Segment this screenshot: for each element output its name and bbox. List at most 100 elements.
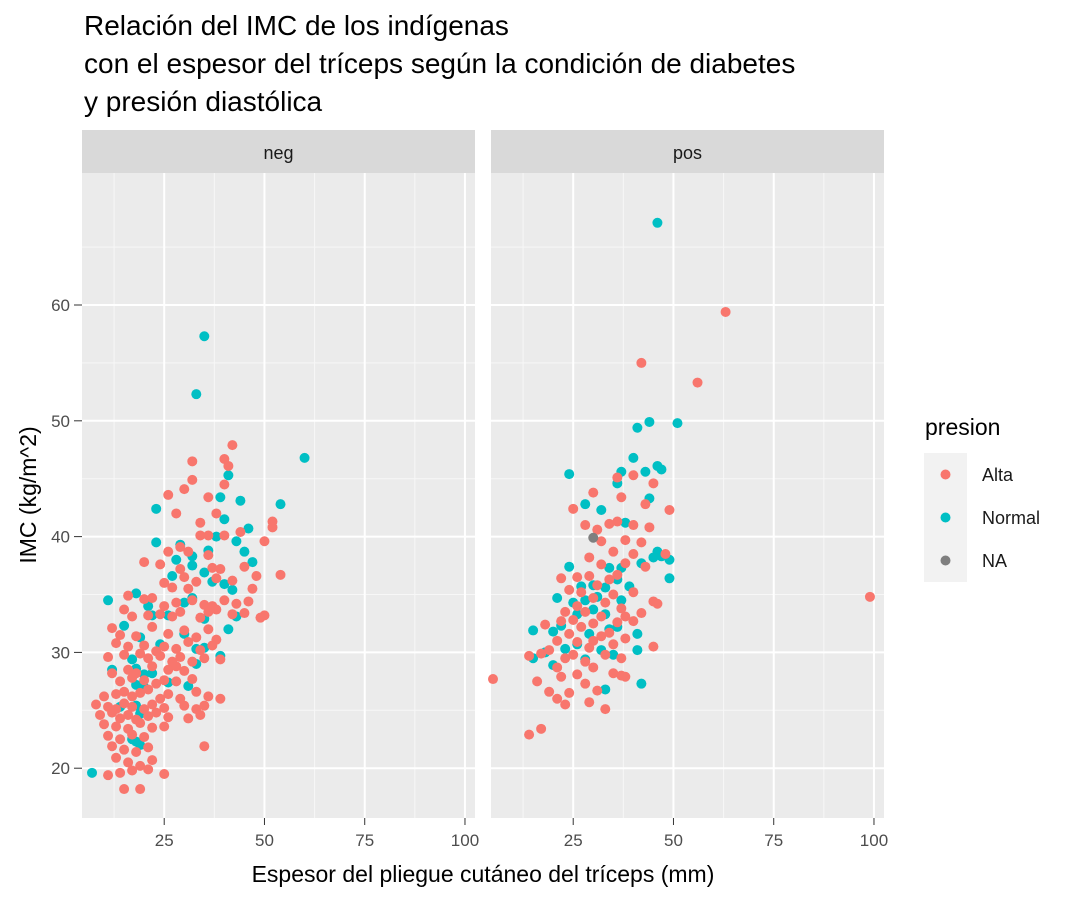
panel-neg-point-normal <box>215 492 226 503</box>
panel-neg-point-alta <box>147 722 158 733</box>
panel-neg-point-alta <box>139 640 150 651</box>
panel-neg-point-alta <box>215 564 226 575</box>
panel-neg-point-alta <box>135 784 146 795</box>
panel-neg-point-alta <box>143 742 154 753</box>
panel-pos-point-normal <box>564 469 575 480</box>
legend-key-alta <box>940 469 951 480</box>
panel-neg-point-alta <box>155 609 166 620</box>
panel-pos-point-alta <box>608 589 619 600</box>
panel-neg-point-normal <box>299 452 310 463</box>
panel-pos-point-alta <box>596 631 607 642</box>
chart-title-line-1: Relación del IMC de los indígenas <box>84 10 509 41</box>
panel-neg-point-alta <box>251 570 262 581</box>
panel-pos-point-alta <box>556 616 567 627</box>
panel-pos-point-alta <box>616 653 627 664</box>
panel-neg-point-alta <box>167 582 178 593</box>
panel-neg-point-alta <box>135 718 146 729</box>
panel-neg-point-alta <box>247 583 258 594</box>
panel-pos-point-normal <box>608 649 619 660</box>
panel-neg-point-alta <box>155 693 166 704</box>
panel-neg-point-alta <box>127 691 138 702</box>
panel-neg-point-normal <box>211 531 222 542</box>
panel-neg-point-alta <box>219 595 230 606</box>
panel-neg-point-alta <box>163 689 174 700</box>
panel-pos-point-alta <box>572 669 583 680</box>
panel-neg-point-alta <box>203 624 214 635</box>
panel-pos-point-alta <box>604 518 615 529</box>
panel-neg-point-alta <box>187 656 198 667</box>
panel-neg-point-alta <box>275 569 286 580</box>
panel-neg-point-alta <box>187 456 198 467</box>
panel-pos-point-alta <box>524 650 535 661</box>
panel-neg-point-alta <box>219 530 230 541</box>
panel-pos-point-alta <box>620 558 631 569</box>
panel-neg-point-alta <box>131 631 142 642</box>
panel-pos-point-alta <box>540 619 551 630</box>
panel-neg-point-alta <box>135 687 146 698</box>
panel-pos-point-normal <box>560 643 571 654</box>
panel-pos-point-alta <box>532 676 543 687</box>
panel-neg-point-normal <box>231 536 242 547</box>
panel-pos-point-alta <box>640 561 651 572</box>
panel-neg-point-normal <box>199 567 210 578</box>
panel-pos-point-alta <box>616 670 627 681</box>
panel-neg-point-normal <box>151 537 162 548</box>
panel-pos-point-normal <box>548 626 559 637</box>
panel-pos-point-alta <box>552 635 563 646</box>
panel-neg-point-alta <box>239 561 250 572</box>
panel-pos-point-alta <box>608 639 619 650</box>
panel-pos-x-tick-label: 100 <box>860 831 888 850</box>
panel-neg-point-alta <box>103 770 114 781</box>
panel-neg-point-alta <box>259 536 270 547</box>
panel-neg-point-alta <box>187 595 198 606</box>
panel-neg-point-normal <box>119 620 130 631</box>
panel-neg-point-alta <box>179 665 190 676</box>
panel-neg-point-alta <box>107 741 118 752</box>
panel-pos-point-alta <box>620 633 631 644</box>
panel-neg-x-tick-label: 50 <box>255 831 274 850</box>
panel-neg-point-alta <box>191 632 202 643</box>
y-tick-label: 60 <box>51 296 70 315</box>
panel-pos-point-na <box>588 532 599 543</box>
panel-pos-point-alta <box>608 668 619 679</box>
panel-pos-point-alta <box>556 573 567 584</box>
panel-pos-point-alta <box>604 574 615 585</box>
panel-neg-point-alta <box>127 611 138 622</box>
panel-neg-point-alta <box>183 713 194 724</box>
panel-pos-point-alta <box>564 628 575 639</box>
panel-neg-point-alta <box>103 730 114 741</box>
panel-neg-point-alta <box>123 757 134 768</box>
panel-pos-point-alta <box>648 641 659 652</box>
panel-pos-point-alta <box>604 627 615 638</box>
panel-pos-point-normal <box>656 464 667 475</box>
panel-neg-point-alta <box>171 597 182 608</box>
panel-pos-point-alta <box>660 548 671 559</box>
legend-label-alta: Alta <box>982 465 1014 485</box>
panel-neg-point-alta <box>159 641 170 652</box>
panel-pos-point-normal <box>628 452 639 463</box>
panel-neg-point-alta <box>175 542 186 553</box>
panel-neg-point-alta <box>199 741 210 752</box>
panel-neg-point-alta <box>131 746 142 757</box>
panel-neg-point-normal <box>227 584 238 595</box>
panel-neg-point-alta <box>163 628 174 639</box>
legend-key-na <box>940 555 951 566</box>
y-axis-title: IMC (kg/m^2) <box>15 426 41 563</box>
panel-pos-point-alta <box>636 357 647 368</box>
panel-neg-point-alta <box>115 713 126 724</box>
panel-neg-point-alta <box>99 719 110 730</box>
panel-neg-point-normal <box>219 514 230 525</box>
panel-neg-point-alta <box>163 489 174 500</box>
panel-neg-point-alta <box>143 610 154 621</box>
panel-pos-point-normal <box>636 678 647 689</box>
panel-neg-point-alta <box>111 689 122 700</box>
legend-label-na: NA <box>982 551 1007 571</box>
panel-pos-point-alta <box>524 729 535 740</box>
panel-pos-point-alta <box>644 522 655 533</box>
panel-neg-point-alta <box>119 604 130 615</box>
panel-pos-x-tick-label: 25 <box>564 831 583 850</box>
panel-neg-point-alta <box>215 654 226 665</box>
panel-neg-point-alta <box>143 653 154 664</box>
panel-pos-point-normal <box>600 582 611 593</box>
